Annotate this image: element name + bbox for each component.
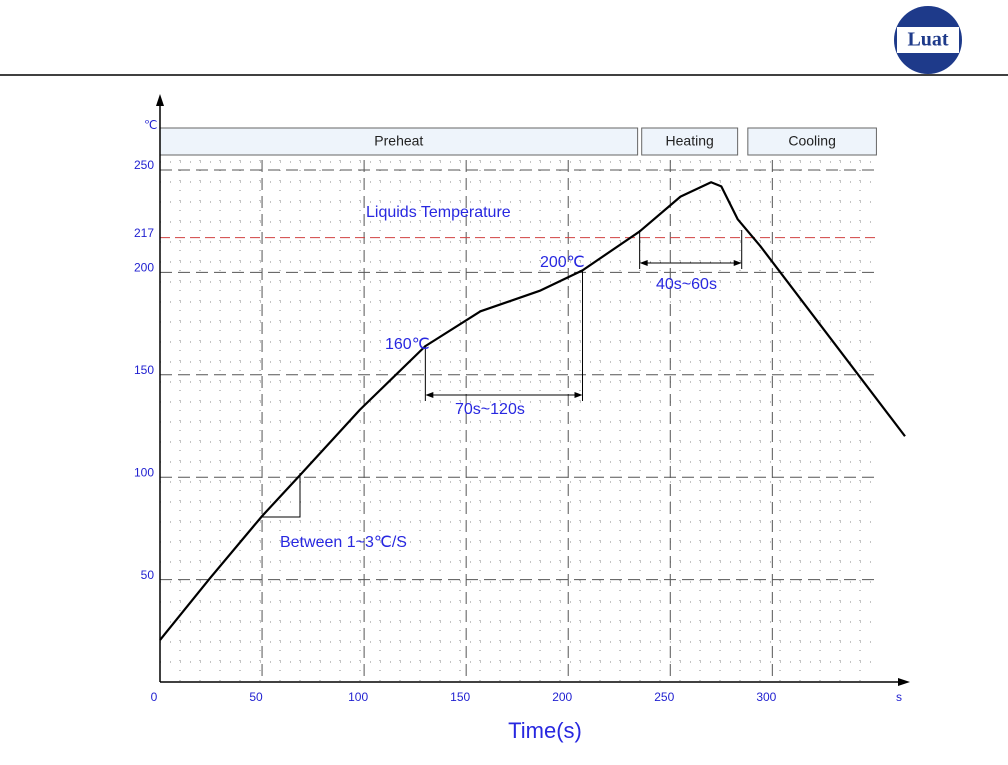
profile-line: [159, 181, 906, 641]
phase-box: [641, 127, 739, 156]
x-tick-label: 300: [756, 690, 776, 704]
y-tick-label: 217: [134, 226, 154, 240]
x-tick-label: 250: [654, 690, 674, 704]
y-tick-label: 100: [134, 465, 154, 479]
slope-guide: [262, 473, 301, 518]
reference-label: Liquids Temperature: [366, 204, 511, 221]
phase-label: Heating: [666, 133, 714, 149]
phase-box: [747, 127, 877, 156]
y-tick-label: 50: [141, 568, 155, 582]
logo-text: Luat: [907, 29, 948, 51]
y-axis-label: ℃: [144, 118, 157, 132]
x-tick-label: 0: [151, 690, 158, 704]
y-tick-label: 150: [134, 363, 154, 377]
y-arrow: [156, 94, 164, 106]
span-label: 40s~60s: [656, 276, 717, 293]
x-axis-unit: s: [896, 690, 902, 704]
x-tick-label: 100: [348, 690, 368, 704]
x-tick-label: 200: [552, 690, 572, 704]
x-axis-title: Time(s): [508, 718, 582, 743]
slope-note: Between 1~3℃/S: [280, 534, 407, 551]
x-arrow: [898, 678, 910, 686]
chart: Preheat Heating Cooling 0 50 100 150 200 250 300 5…: [134, 94, 910, 743]
span-label: 70s~120s: [455, 401, 525, 418]
y-tick-label: 200: [134, 261, 154, 275]
x-tick-label: 150: [450, 690, 470, 704]
x-tick-label: 50: [249, 690, 263, 704]
y-tick-label: 250: [134, 158, 154, 172]
point-label: 200℃: [540, 254, 585, 271]
point-label: 160℃: [385, 336, 430, 353]
phase-label: Cooling: [788, 133, 835, 149]
phase-box: [159, 127, 639, 156]
phase-label: Preheat: [374, 133, 423, 149]
logo-band: [897, 27, 959, 53]
